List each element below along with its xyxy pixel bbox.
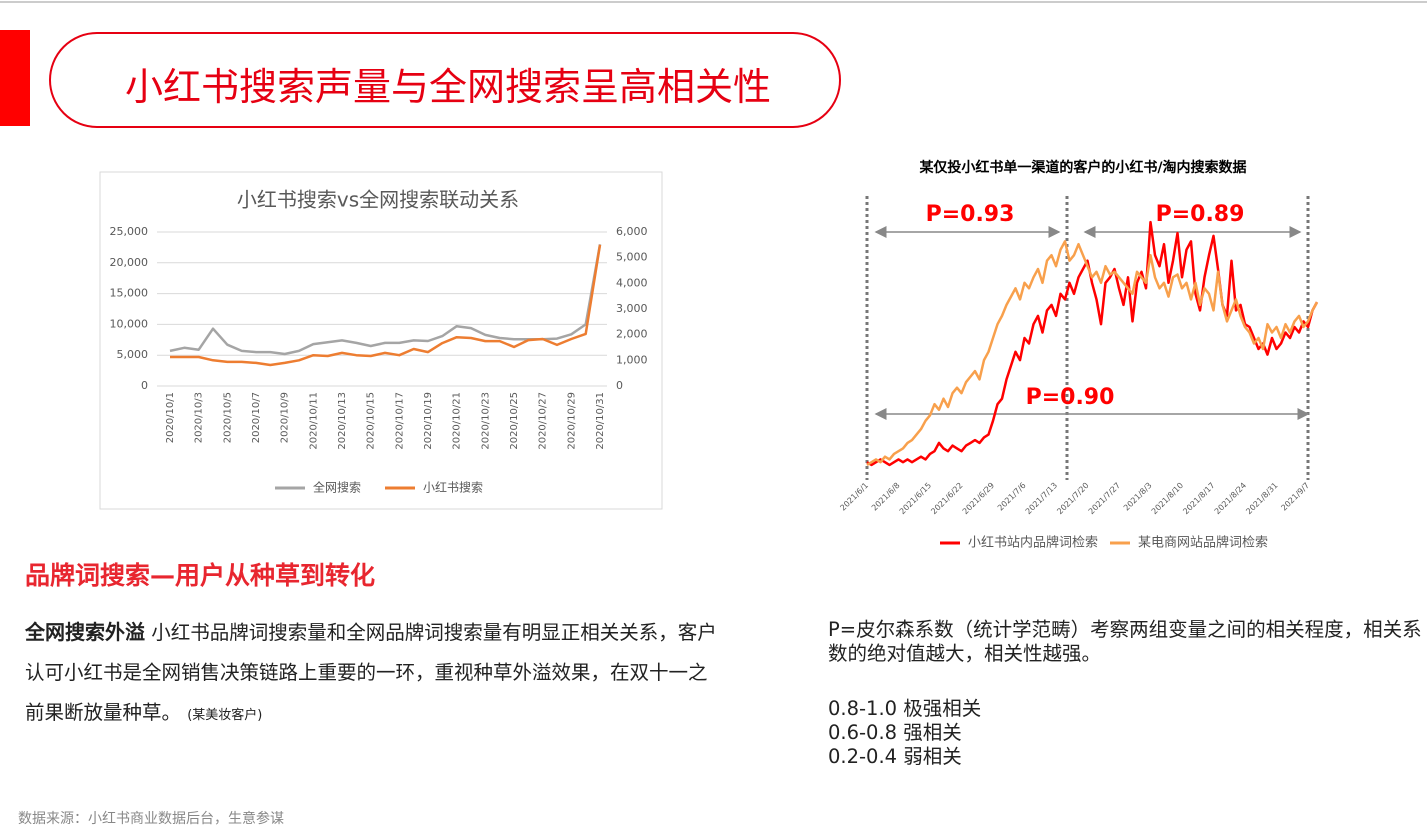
section-heading: 品牌词搜索—用户从种草到转化 — [25, 561, 376, 590]
y2-tick-label: 5,000 — [616, 251, 648, 264]
x-tick-label: 2020/10/1 — [165, 392, 176, 443]
page-title: 小红书搜索声量与全网搜索呈高相关性 — [125, 65, 772, 109]
x-tick-label: 2021/8/3 — [1122, 481, 1154, 513]
y-tick-label: 5,000 — [117, 348, 149, 361]
x-tick-label: 2021/6/15 — [898, 481, 933, 516]
period-dividers — [865, 196, 1310, 480]
annotation: P=0.89 — [1156, 202, 1245, 227]
level: 0.6-0.8 强相关 — [828, 721, 962, 744]
legend-label: 小红书站内品牌词检索 — [968, 535, 1098, 551]
level: 0.2-0.4 弱相关 — [828, 745, 962, 768]
levels: 0.8-1.0 极强相关 0.6-0.8 强相关 0.2-0.4 弱相关 — [828, 697, 981, 769]
x-tick-label: 2020/10/11 — [308, 392, 319, 450]
x-tick-label: 2020/10/13 — [337, 392, 348, 450]
x-tick-label: 2020/10/15 — [366, 392, 377, 450]
x-tick-label: 2020/10/9 — [280, 392, 291, 443]
y2-tick-label: 6,000 — [616, 225, 648, 238]
chart-title: 某仅投小红书单一渠道的客户的小红书/淘内搜索数据 — [919, 159, 1246, 176]
y2-tick-label: 0 — [616, 379, 623, 392]
x-tick-label: 2021/6/1 — [838, 481, 870, 513]
chart-title: 小红书搜索vs全网搜索联动关系 — [237, 188, 519, 212]
series-line — [866, 220, 1319, 467]
y-tick-label: 25,000 — [110, 225, 149, 238]
legend-label: 全网搜索 — [313, 480, 361, 495]
level: 0.8-1.0 极强相关 — [828, 697, 982, 720]
series-line — [866, 240, 1319, 467]
x-tick-label: 2020/10/19 — [423, 392, 434, 450]
note: (某美妆客户) — [187, 708, 263, 723]
legend-label: 小红书搜索 — [423, 480, 483, 495]
x-tick-label: 2020/10/21 — [452, 392, 463, 450]
x-tick-label: 2020/10/5 — [222, 392, 233, 443]
x-tick-label: 2021/6/22 — [929, 481, 964, 516]
title-frame — [49, 32, 841, 128]
x-tick-label: 2020/10/27 — [538, 392, 549, 450]
x-tick-label: 2020/10/17 — [394, 392, 405, 450]
x-tick-label: 2020/10/29 — [566, 392, 577, 450]
y2-tick-label: 4,000 — [616, 276, 648, 289]
x-tick-label: 2021/7/13 — [1024, 481, 1059, 516]
y-tick-label: 0 — [141, 379, 148, 392]
y2-tick-label: 1,000 — [616, 353, 648, 366]
footer-source: 数据来源：小红书商业数据后台，生意参谋 — [18, 811, 284, 827]
y2-tick-label: 2,000 — [616, 328, 648, 341]
x-tick-label: 2021/6/8 — [870, 481, 902, 513]
x-tick-label: 2021/8/24 — [1213, 481, 1248, 516]
chart-frame — [99, 171, 663, 510]
x-tick-label: 2021/8/17 — [1181, 481, 1216, 516]
x-tick-label: 2021/7/27 — [1087, 481, 1122, 516]
y-tick-label: 20,000 — [110, 256, 149, 269]
series-line — [170, 244, 602, 367]
lead: 全网搜索外溢 — [25, 620, 145, 644]
body-text: 全网搜索外溢 小红书品牌词搜索量和全网品牌词搜索量有明显正相关关系，客户认可小红… — [25, 612, 725, 736]
x-tick-label: 2021/9/7 — [1279, 481, 1311, 513]
y2-tick-label: 3,000 — [616, 302, 648, 315]
red-block — [0, 30, 30, 126]
x-tick-label: 2020/10/23 — [480, 392, 491, 450]
body-paragraph: 小红书品牌词搜索量和全网品牌词搜索量有明显正相关关系，客户认可小红书是全网销售决… — [25, 621, 717, 724]
x-tick-label: 2021/6/29 — [961, 481, 996, 516]
x-tick-label: 2021/8/10 — [1150, 481, 1185, 516]
x-tick-label: 2021/7/20 — [1055, 481, 1090, 516]
x-tick-label: 2021/7/6 — [996, 481, 1028, 513]
annotation: P=0.90 — [1026, 385, 1115, 410]
x-tick-label: 2020/10/31 — [595, 392, 606, 450]
explain-text: P=皮尔森系数（统计学范畴）考察两组变量之间的相关程度，相关系数的绝对值越大，相… — [828, 618, 1422, 665]
legend-label: 某电商网站品牌词检索 — [1138, 535, 1268, 551]
range-arrows — [874, 226, 1310, 420]
x-tick-label: 2021/8/31 — [1244, 481, 1279, 516]
x-tick-label: 2020/10/25 — [509, 392, 520, 450]
y-tick-label: 10,000 — [110, 317, 149, 330]
x-tick-label: 2020/10/7 — [251, 392, 262, 443]
x-tick-label: 2020/10/3 — [194, 392, 205, 443]
y-tick-label: 15,000 — [110, 287, 149, 300]
annotation: P=0.93 — [926, 202, 1015, 227]
